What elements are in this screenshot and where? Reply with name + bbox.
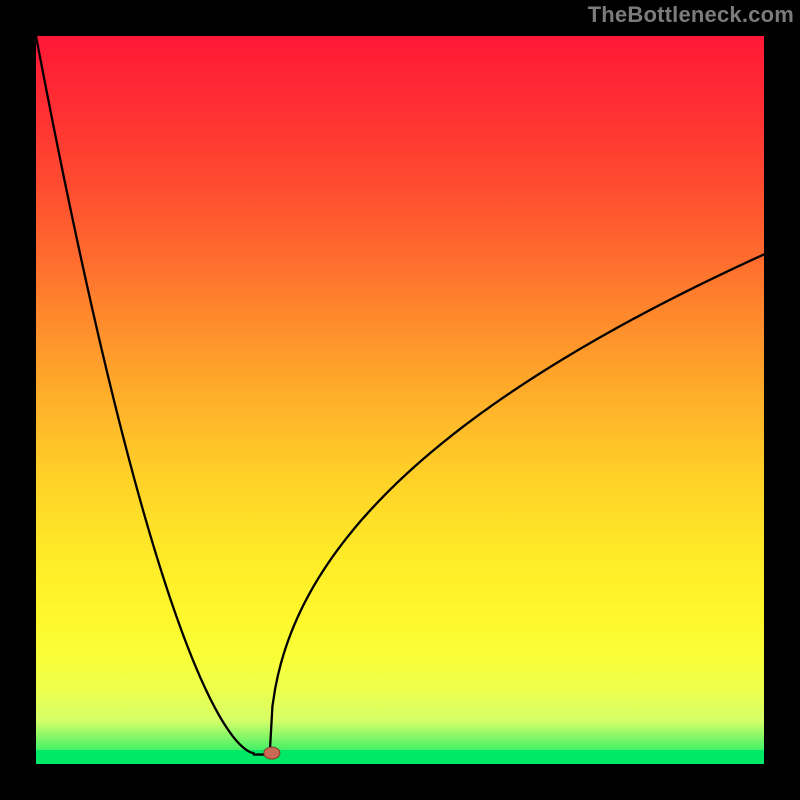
optimal-point-marker [264,747,280,759]
bottleneck-chart [0,0,800,800]
plot-background [36,36,764,764]
chart-container: { "watermark": { "text": "TheBottleneck.… [0,0,800,800]
watermark-text: TheBottleneck.com [588,2,794,28]
plot-bottom-band [36,750,764,764]
